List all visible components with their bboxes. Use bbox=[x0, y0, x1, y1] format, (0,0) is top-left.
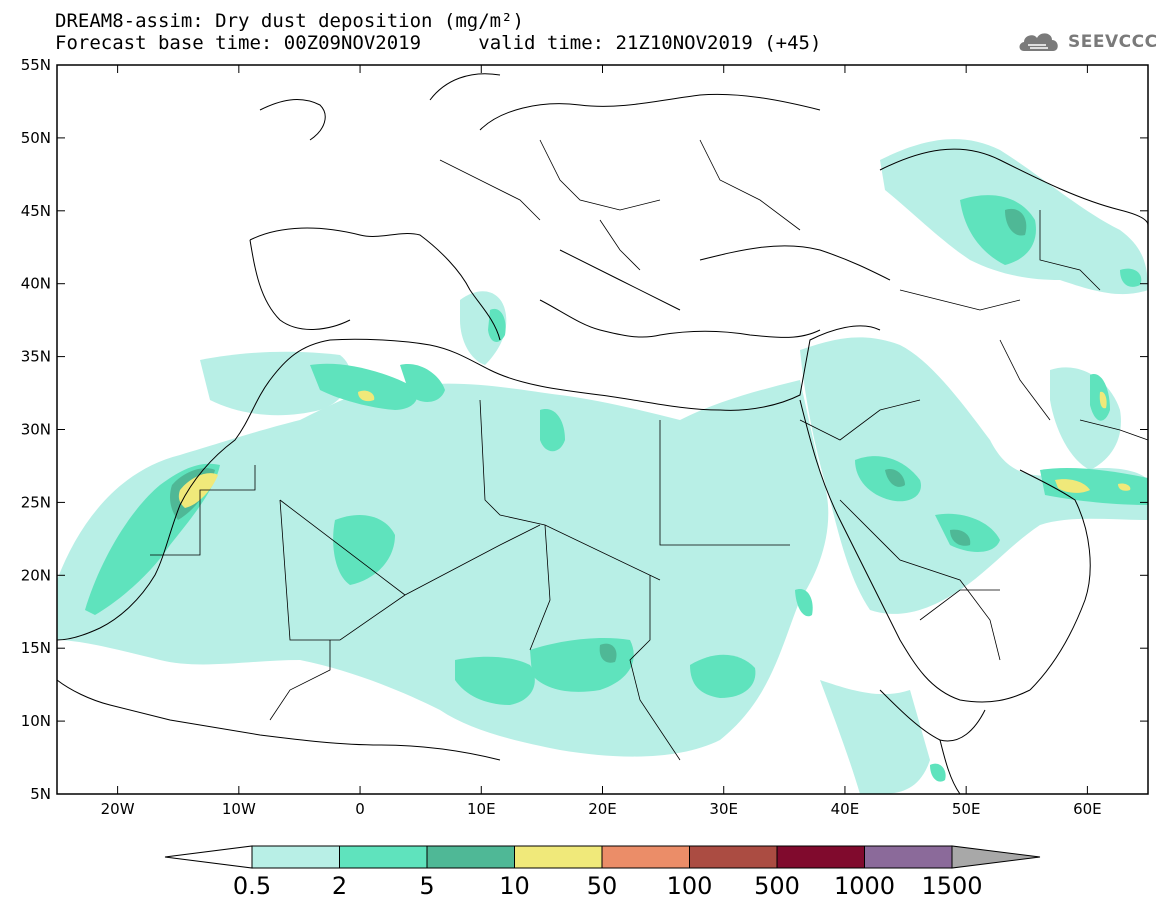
colorbar bbox=[164, 845, 1041, 869]
lon-label: 10W bbox=[222, 800, 256, 818]
lat-label: 35N bbox=[21, 348, 51, 366]
logo-text: SEEVCCC bbox=[1068, 32, 1158, 52]
lat-label: 45N bbox=[21, 202, 51, 220]
lat-label: 50N bbox=[21, 129, 51, 147]
lat-label: 40N bbox=[21, 275, 51, 293]
lat-label: 5N bbox=[30, 785, 51, 803]
colorbar-swatch bbox=[689, 845, 778, 869]
colorbar-swatch bbox=[514, 845, 603, 869]
lat-label: 20N bbox=[21, 566, 51, 584]
cloud-icon bbox=[1019, 33, 1058, 51]
lon-label: 20W bbox=[101, 800, 135, 818]
base-time: Forecast base time: 00Z09NOV2019 bbox=[55, 32, 422, 54]
colorbar-low-arrow bbox=[164, 845, 253, 869]
lon-label: 60E bbox=[1073, 800, 1102, 818]
forecast-times: Forecast base time: 00Z09NOV2019 valid t… bbox=[55, 33, 821, 53]
lon-label: 50E bbox=[952, 800, 981, 818]
lon-label: 10E bbox=[467, 800, 496, 818]
lon-label: 20E bbox=[588, 800, 617, 818]
map-title: DREAM8-assim: Dry dust deposition (mg/m²… bbox=[55, 10, 524, 32]
lat-label: 10N bbox=[21, 712, 51, 730]
country-borders bbox=[150, 139, 1148, 761]
longitude-labels: 20W 10W 0 10E 20E 30E 40E 50E 60E bbox=[101, 800, 1102, 818]
colorbar-label: 500 bbox=[754, 872, 800, 900]
lat-label: 30N bbox=[21, 421, 51, 439]
colorbar-label: 1000 bbox=[833, 872, 896, 900]
axis-ticks bbox=[57, 64, 1148, 795]
colorbar-label: 5 bbox=[419, 872, 435, 900]
colorbar-label: 50 bbox=[586, 872, 618, 900]
colorbar-high-arrow bbox=[951, 845, 1041, 869]
colorbar-swatch bbox=[601, 845, 690, 869]
dust-level-10 bbox=[178, 390, 1131, 508]
latitude-labels: 55N 50N 45N 40N 35N 30N 25N 20N 15N 10N 5N bbox=[21, 56, 51, 803]
valid-time: valid time: 21Z10NOV2019 (+45) bbox=[478, 32, 822, 54]
colorbar-swatch bbox=[776, 845, 865, 869]
lon-label: 40E bbox=[831, 800, 860, 818]
lat-label: 55N bbox=[21, 56, 51, 74]
lat-label: 25N bbox=[21, 493, 51, 511]
lon-label: 30E bbox=[709, 800, 738, 818]
lat-label: 15N bbox=[21, 639, 51, 657]
lon-label: 0 bbox=[355, 800, 365, 818]
colorbar-label: 1500 bbox=[921, 872, 983, 900]
colorbar-label: 10 bbox=[499, 872, 530, 900]
colorbar-label: 0.5 bbox=[232, 872, 272, 900]
colorbar-label: 2 bbox=[331, 872, 348, 900]
colorbar-swatch bbox=[864, 845, 953, 869]
colorbar-swatch bbox=[426, 845, 515, 869]
seevccc-logo bbox=[1019, 33, 1058, 51]
colorbar-swatch bbox=[251, 845, 340, 869]
dust-field bbox=[57, 73, 1148, 794]
colorbar-swatch bbox=[339, 845, 428, 869]
colorbar-label: 100 bbox=[666, 872, 713, 900]
coastlines bbox=[57, 73, 1148, 794]
